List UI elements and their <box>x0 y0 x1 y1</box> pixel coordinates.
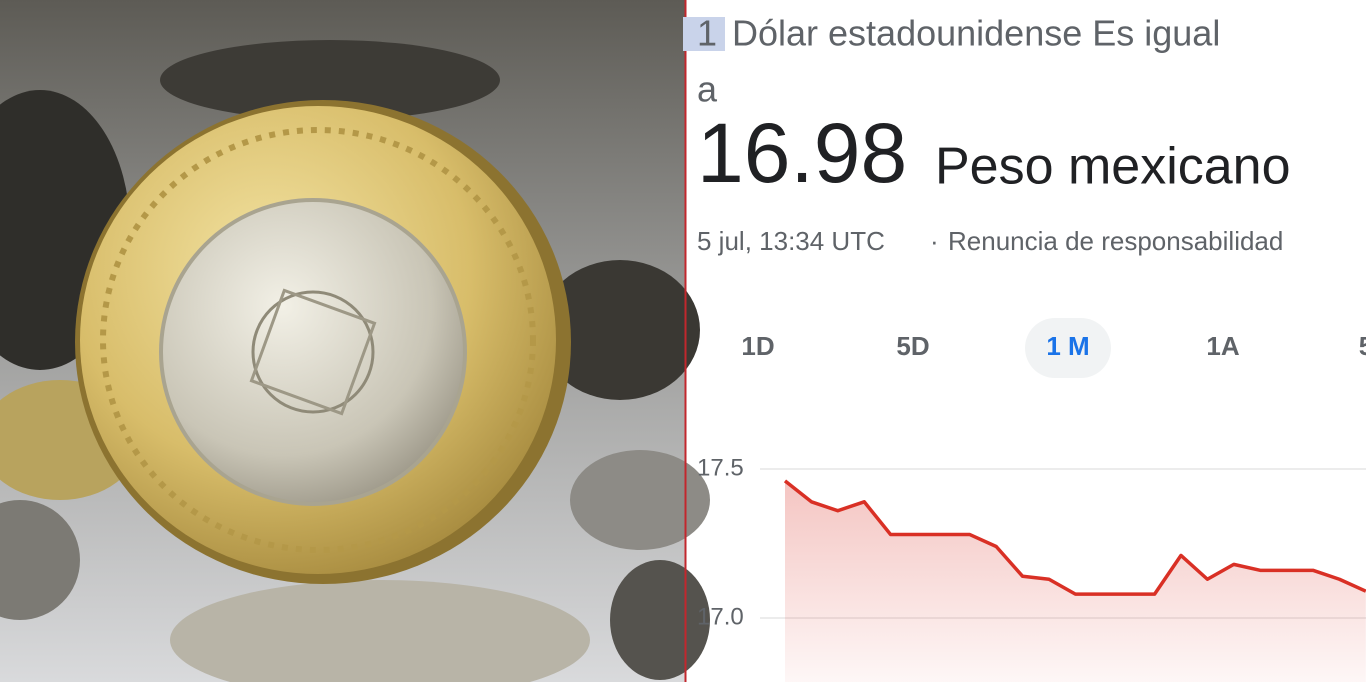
from-currency-wrap: a <box>697 69 718 110</box>
tab[interactable]: 5D <box>896 331 929 361</box>
timestamp: 5 jul, 13:34 UTC <box>697 226 885 256</box>
tab-active-bg <box>1025 318 1111 378</box>
photo <box>0 0 710 687</box>
amount: 1 <box>697 13 717 54</box>
separator: · <box>930 226 939 256</box>
tab[interactable]: 5 <box>1359 331 1366 361</box>
y-tick-label: 17.5 <box>697 454 744 481</box>
line <box>783 479 1366 596</box>
to-currency: Peso mexicano <box>935 138 1291 196</box>
from-currency: Dólar estadounidense Es igual <box>732 13 1220 54</box>
area <box>785 480 1366 682</box>
tab[interactable]: 1D <box>741 331 774 361</box>
tab[interactable]: 1 M <box>1046 331 1089 361</box>
highlight <box>683 17 725 51</box>
disclaimer[interactable]: Renuncia de responsabilidad <box>948 226 1283 256</box>
tab[interactable]: 1A <box>1206 331 1239 361</box>
y-tick-label: 17.0 <box>697 603 744 630</box>
rate: 16.98 <box>697 106 907 200</box>
